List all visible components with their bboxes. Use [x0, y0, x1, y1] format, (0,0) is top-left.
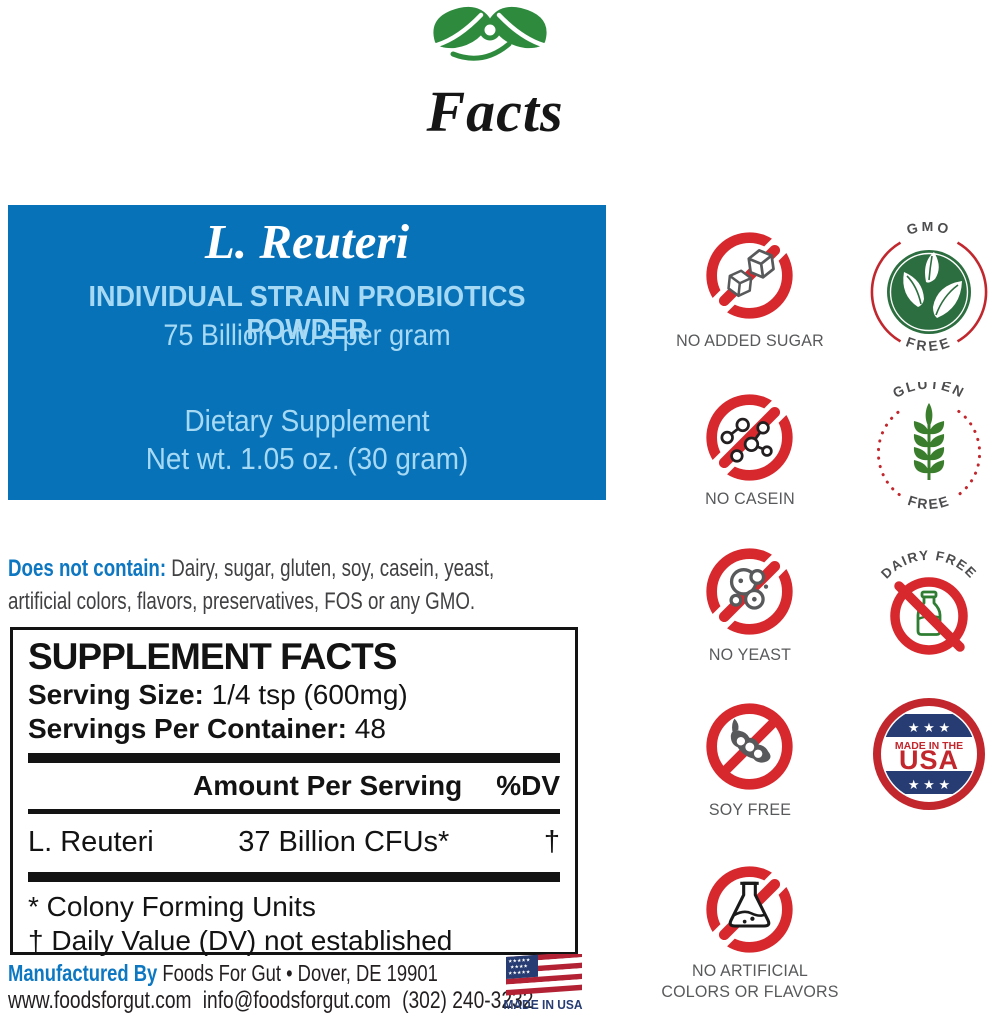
servings-value: 48: [346, 713, 386, 744]
made-in-usa-label: MADE IN USA: [503, 997, 583, 1012]
does-not-contain-line2: artificial colors, flavors, preservative…: [8, 588, 476, 615]
ingredient-name: L. Reuteri: [28, 826, 154, 858]
yeast-cells-prohibited-icon: [706, 548, 793, 635]
svg-text:FREE: FREE: [906, 492, 952, 512]
molecule-prohibited-icon: [706, 394, 793, 481]
badge-label-no-yeast: NO YEAST: [708, 646, 792, 664]
table-row: L. Reuteri 37 Billion CFUs* †: [28, 814, 560, 872]
does-not-contain-line1: Dairy, sugar, gluten, soy, casein, yeast…: [166, 555, 495, 582]
badge-label-line1: NO ARTIFICIAL: [691, 962, 809, 980]
thin-divider: [28, 809, 560, 814]
svg-text:DAIRY FREE: DAIRY FREE: [878, 548, 980, 582]
usa-seal-bottom-stars: ★ ★ ★: [908, 777, 950, 792]
wheat-icon: GLUTEN FREE: [876, 382, 982, 512]
svg-text:GLUTEN: GLUTEN: [890, 382, 968, 401]
servings-label: Servings Per Container:: [28, 713, 347, 744]
does-not-contain-label: Does not contain:: [8, 555, 167, 582]
manufactured-by-label: Manufactured By: [8, 960, 158, 986]
gmo-free-bottom-text: FREE: [904, 333, 951, 354]
email-link[interactable]: info@foodsforgut.com: [202, 987, 391, 1014]
footnote-cfu: * Colony Forming Units: [28, 891, 316, 922]
manufacturer-name: Foods For Gut • Dover, DE 19901: [157, 960, 438, 986]
leaves-circle-icon: GMO FREE: [870, 222, 988, 354]
badge-label-no-casein: NO CASEIN: [705, 490, 795, 508]
serving-size-label: Serving Size:: [28, 679, 204, 710]
usa-seal-top-stars: ★ ★ ★: [908, 720, 950, 735]
gluten-free-top-text: GLUTEN: [890, 382, 966, 401]
website-link[interactable]: www.foodsforgut.com: [8, 987, 192, 1014]
product-name: L. Reuteri: [204, 214, 410, 269]
badge-label-no-added-sugar: NO ADDED SUGAR: [676, 332, 824, 350]
gluten-free-bottom-text: FREE: [906, 492, 950, 512]
footnotes: * Colony Forming Units † Daily Value (DV…: [28, 890, 560, 958]
milk-bottle-prohibited-icon: DAIRY FREE: [878, 548, 980, 655]
sugar-cubes-prohibited-icon: [706, 232, 793, 319]
leaf-figure-logo: [433, 6, 547, 61]
supplement-facts-panel: SUPPLEMENT FACTS Serving Size: 1/4 tsp (…: [10, 627, 578, 958]
product-subtitle: INDIVIDUAL STRAIN PROBIOTICS POWDER: [88, 281, 526, 346]
product-card: L. Reuteri INDIVIDUAL STRAIN PROBIOTICS …: [8, 205, 606, 500]
badge-label-no-artificial: NO ARTIFICIAL COLORS OR FLAVORS: [643, 961, 856, 1003]
svg-text:FREE: FREE: [904, 333, 954, 354]
facts-header-row: Amount Per Serving %DV: [28, 766, 560, 809]
svg-text:★★★★: ★★★★: [510, 963, 528, 970]
product-type: Dietary Supplement: [184, 403, 430, 438]
ingredient-dv: †: [543, 826, 560, 858]
amount-header: Amount Per Serving: [193, 770, 463, 801]
svg-text:★★★★★: ★★★★★: [508, 969, 531, 977]
page-title: Facts: [426, 79, 564, 144]
thick-divider: [28, 753, 560, 763]
supplement-facts-title: SUPPLEMENT FACTS: [28, 636, 397, 677]
dairy-free-arc-text: DAIRY FREE: [878, 548, 978, 582]
product-potency: 75 Billion cfu's per gram: [163, 319, 451, 352]
thick-divider: [28, 872, 560, 882]
manufacturer-line: Manufactured By Foods For Gut • Dover, D…: [8, 960, 438, 987]
usa-seal-top-text: MADE IN THE: [895, 740, 963, 752]
badge-label-line2: COLORS OR FLAVORS: [661, 983, 839, 1001]
dv-header: %DV: [496, 770, 560, 801]
ingredient-amount: 37 Billion CFUs*: [238, 826, 450, 858]
net-weight: Net wt. 1.05 oz. (30 gram): [145, 441, 469, 476]
serving-size-value: 1/4 tsp (600mg): [203, 679, 408, 710]
badge-label-soy-free: SOY FREE: [708, 801, 792, 819]
svg-text:★★★★★: ★★★★★: [508, 957, 531, 965]
usa-flag-icon: ★★★★★★★★★★★★★★: [506, 954, 582, 996]
serving-size: Serving Size: 1/4 tsp (600mg): [28, 678, 560, 712]
usa-seal-main-text: USA: [899, 745, 959, 775]
usa-seal-icon: ★ ★ ★ ★ ★ ★ MADE IN THE USA: [873, 698, 985, 810]
footnote-dv: † Daily Value (DV) not established: [28, 925, 453, 956]
gmo-free-top-text: GMO: [905, 222, 950, 238]
flask-prohibited-icon: [706, 866, 793, 953]
svg-text:GMO: GMO: [905, 222, 953, 238]
contact-line: www.foodsforgut.com info@foodsforgut.com(…: [8, 987, 545, 1015]
servings-per-container: Servings Per Container: 48: [28, 712, 560, 746]
does-not-contain: Does not contain: Dairy, sugar, gluten, …: [8, 552, 601, 618]
soy-pod-prohibited-icon: [706, 703, 793, 790]
